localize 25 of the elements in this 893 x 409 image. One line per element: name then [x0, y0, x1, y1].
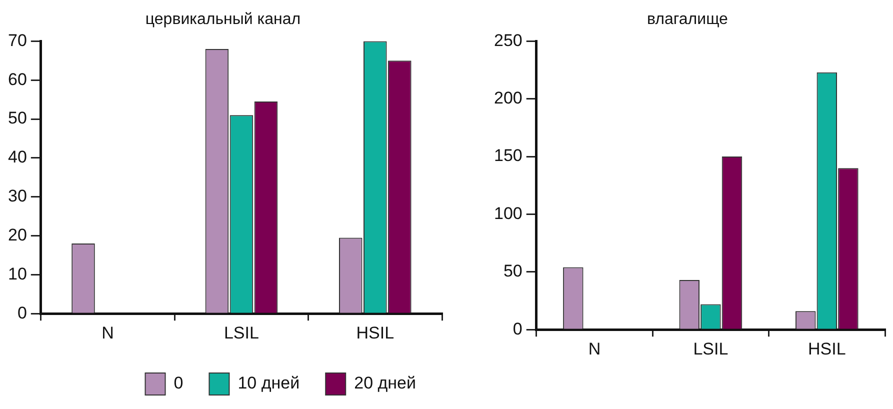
y-tick-label: 200: [494, 88, 522, 108]
y-tick-label: 40: [8, 148, 27, 167]
y-tick-label: 60: [8, 70, 27, 89]
y-tick-label: 10: [8, 264, 27, 284]
x-tick-label: LSIL: [693, 339, 728, 358]
chart-title: цервикальный канал: [145, 11, 301, 28]
y-tick-label: 150: [494, 146, 522, 166]
x-tick-label: HSIL: [356, 323, 394, 342]
x-tick-label: N: [588, 339, 601, 358]
y-tick-label: 30: [8, 186, 27, 206]
chart-title: влагалище: [647, 11, 728, 28]
x-tick-label: N: [102, 323, 114, 342]
x-tick-label: HSIL: [808, 339, 846, 358]
y-tick-label: 70: [8, 30, 27, 50]
y-tick-label: 250: [494, 30, 522, 50]
y-tick-label: 20: [8, 225, 27, 244]
legend-label: 10 дней: [238, 374, 300, 393]
y-tick-label: 50: [8, 108, 27, 128]
y-tick-label: 0: [512, 319, 522, 338]
y-tick-label: 50: [503, 262, 522, 281]
legend-label: 20 дней: [354, 374, 416, 393]
x-tick-label: LSIL: [224, 323, 259, 342]
legend-label: 0: [174, 374, 184, 393]
y-tick-label: 0: [17, 303, 27, 322]
y-tick-label: 100: [494, 204, 522, 223]
